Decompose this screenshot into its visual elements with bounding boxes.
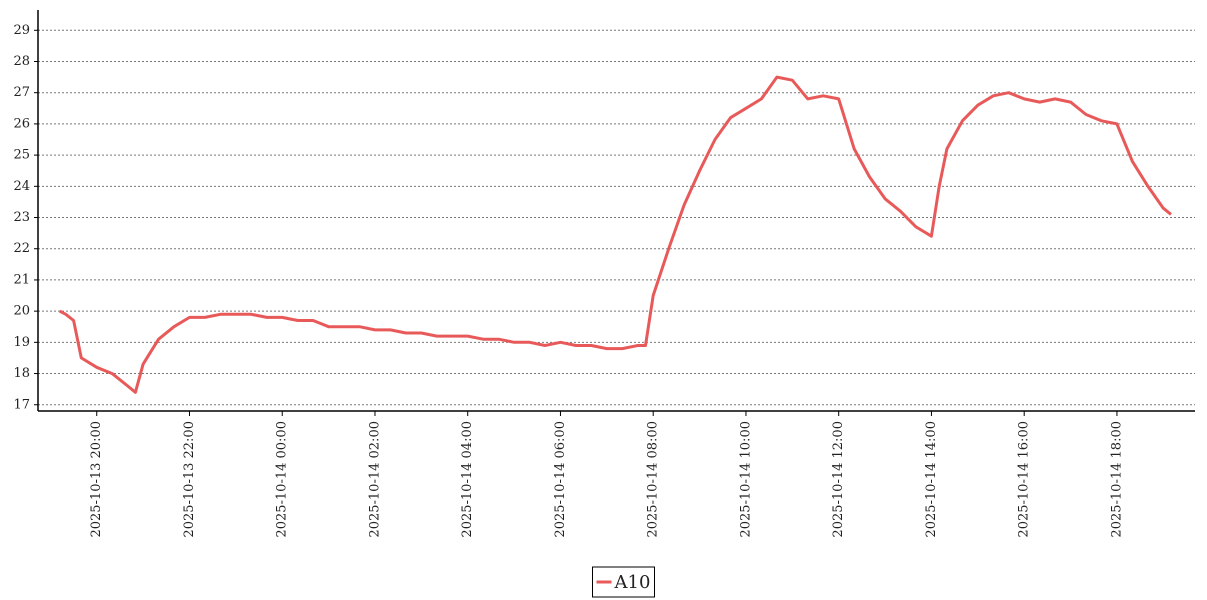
x-tick-label: 2025-10-14 14:00 bbox=[924, 421, 939, 538]
y-tick-label: 28 bbox=[13, 54, 30, 69]
x-tick-label: 2025-10-14 02:00 bbox=[367, 421, 382, 538]
x-tick-label: 2025-10-14 12:00 bbox=[831, 421, 846, 538]
x-tick-label: 2025-10-13 20:00 bbox=[89, 421, 104, 538]
legend: A10 bbox=[592, 566, 655, 598]
y-tick-label: 18 bbox=[13, 366, 30, 381]
x-tick-label: 2025-10-14 10:00 bbox=[738, 421, 753, 538]
x-tick-label: 2025-10-14 18:00 bbox=[1109, 421, 1124, 538]
y-tick-label: 19 bbox=[13, 335, 30, 350]
y-tick-label: 26 bbox=[13, 116, 30, 131]
y-tick-label: 25 bbox=[13, 148, 30, 163]
x-tick-label: 2025-10-14 06:00 bbox=[553, 421, 568, 538]
y-tick-label: 21 bbox=[13, 272, 30, 287]
x-tick-label: 2025-10-14 04:00 bbox=[460, 421, 475, 538]
x-tick-label: 2025-10-14 08:00 bbox=[646, 421, 661, 538]
y-tick-label: 22 bbox=[13, 241, 30, 256]
x-tick-label: 2025-10-14 00:00 bbox=[275, 421, 290, 538]
y-tick-label: 24 bbox=[13, 179, 30, 194]
series-line bbox=[58, 75, 1172, 394]
y-tick-label: 20 bbox=[13, 304, 30, 319]
y-tick-label: 17 bbox=[13, 397, 30, 412]
y-tick-label: 27 bbox=[13, 85, 30, 100]
x-tick-label: 2025-10-14 16:00 bbox=[1017, 421, 1032, 538]
y-tick-label: 23 bbox=[13, 210, 30, 225]
y-tick-label: 29 bbox=[13, 23, 30, 38]
x-tick-label: 2025-10-13 22:00 bbox=[182, 421, 197, 538]
legend-label: A10 bbox=[614, 572, 651, 593]
